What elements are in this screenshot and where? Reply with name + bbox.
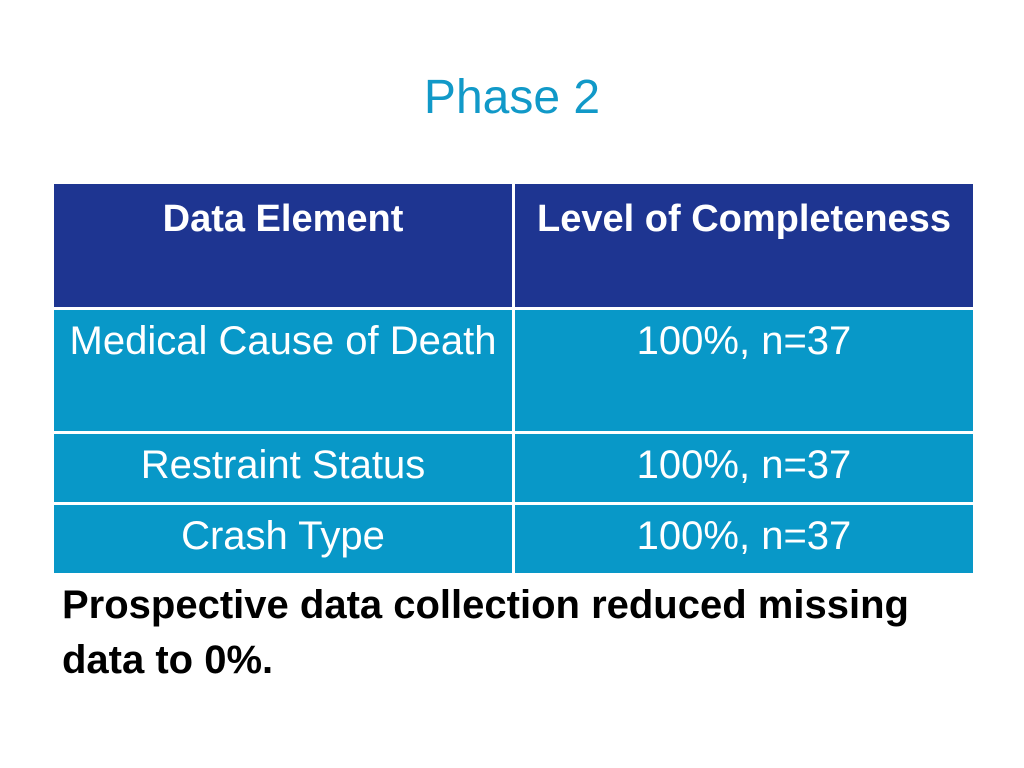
header-data-element: Data Element (51, 181, 515, 310)
table-row: Restraint Status 100%, n=37 (51, 431, 976, 505)
table-cell: 100%, n=37 (512, 431, 976, 505)
table-row: Crash Type 100%, n=37 (51, 502, 976, 576)
table-cell: 100%, n=37 (512, 307, 976, 434)
header-level-of-completeness: Level of Completeness (512, 181, 976, 310)
summary-statement: Prospective data collection reduced miss… (62, 583, 909, 682)
table-cell: Medical Cause of Death (51, 307, 515, 434)
table-row: Medical Cause of Death 100%, n=37 (51, 307, 976, 434)
table-cell: 100%, n=37 (512, 502, 976, 576)
completeness-table: Data Element Level of Completeness Medic… (51, 181, 976, 576)
table-cell: Restraint Status (51, 431, 515, 505)
slide-title: Phase 2 (423, 71, 601, 124)
table-cell: Crash Type (51, 502, 515, 576)
table-header-row: Data Element Level of Completeness (51, 181, 976, 310)
